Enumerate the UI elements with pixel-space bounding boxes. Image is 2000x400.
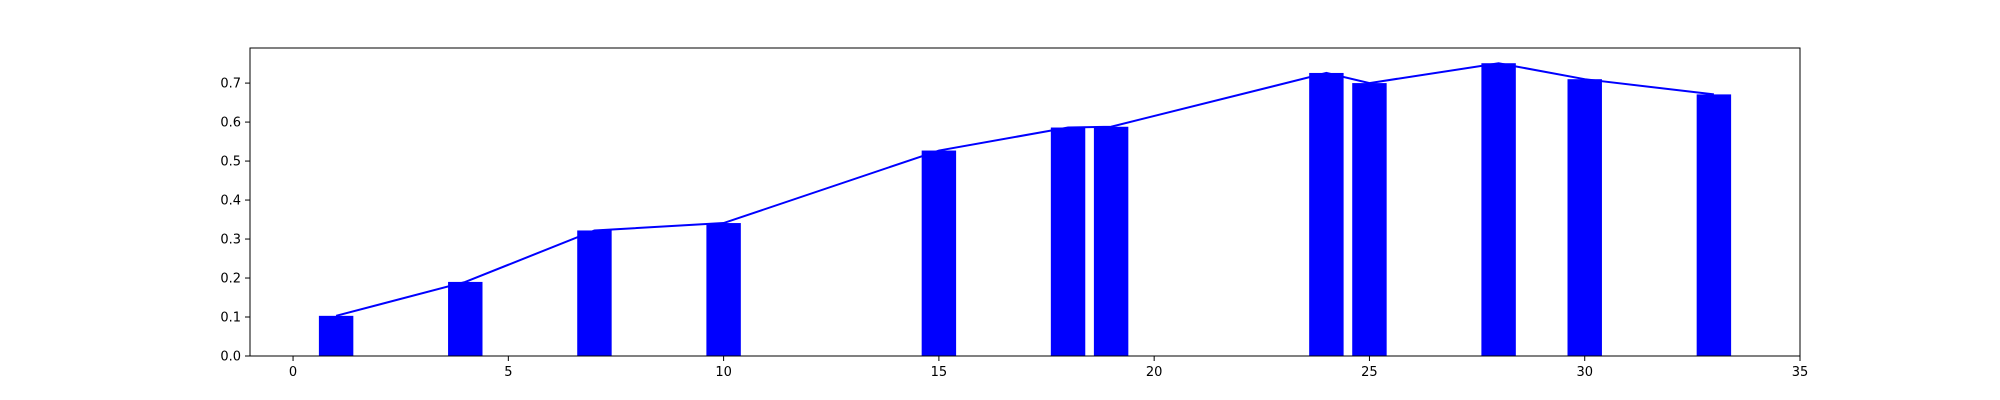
y-tick-label: 0.6: [220, 116, 241, 131]
bar: [577, 230, 612, 356]
y-tick-label: 0.0: [220, 350, 241, 365]
x-tick-label: 30: [1576, 365, 1593, 380]
y-tick-label: 0.1: [220, 311, 241, 326]
x-tick-label: 20: [1146, 365, 1163, 380]
y-tick-label: 0.3: [220, 233, 241, 248]
bar: [1696, 94, 1732, 356]
plot-frame: [249, 47, 1801, 357]
bar: [448, 281, 483, 356]
x-tick-label: 15: [931, 365, 948, 380]
x-axis: 0 5 10 15 20 25 30 35: [289, 356, 1808, 380]
bar: [1567, 79, 1602, 356]
y-axis: 0.0 0.1 0.2 0.3 0.4 0.5 0.6 0.7: [220, 77, 250, 365]
x-tick-label: 0: [289, 365, 297, 380]
series-line: [335, 62, 1715, 317]
bar: [1481, 63, 1516, 357]
y-tick-label: 0.5: [220, 155, 241, 170]
bar: [921, 150, 957, 356]
y-tick-label: 0.4: [220, 194, 241, 209]
x-tick-label: 10: [715, 365, 732, 380]
bar: [1093, 126, 1129, 356]
y-tick-label: 0.7: [220, 77, 241, 92]
bar: [706, 223, 741, 356]
plot-background: [250, 48, 1800, 356]
x-tick-label: 5: [504, 365, 512, 380]
x-tick-label: 25: [1361, 365, 1378, 380]
bar: [1050, 127, 1086, 356]
x-tick-label: 35: [1792, 365, 1809, 380]
bar: [1352, 83, 1387, 356]
y-tick-label: 0.2: [220, 272, 241, 287]
bar: [318, 315, 354, 356]
bars-group: [318, 63, 1732, 357]
bar: [1309, 72, 1344, 356]
